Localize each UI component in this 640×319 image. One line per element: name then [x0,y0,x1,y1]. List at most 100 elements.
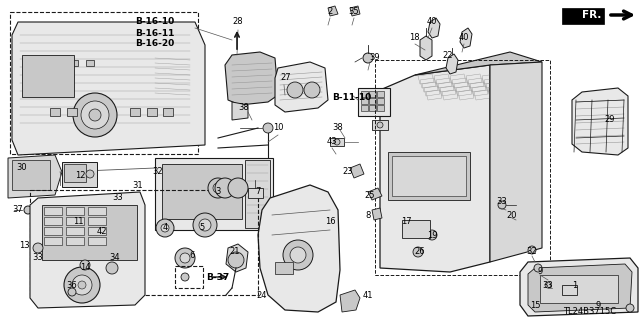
Text: 16: 16 [324,218,335,226]
Text: FR.: FR. [582,10,602,20]
Bar [372,120,388,130]
Polygon shape [380,65,490,272]
Bar [54,60,62,66]
Polygon shape [258,185,340,312]
Bar [44,227,62,235]
Circle shape [89,109,101,121]
Text: 41: 41 [363,291,373,300]
Bar [88,237,106,245]
Circle shape [363,53,373,63]
Text: 39: 39 [370,54,380,63]
Circle shape [377,122,383,128]
Polygon shape [428,18,440,38]
Polygon shape [372,208,382,220]
Text: 36: 36 [67,280,77,290]
Text: B-11-10: B-11-10 [332,93,372,102]
Text: 32: 32 [527,248,538,256]
Text: 19: 19 [427,231,437,240]
Bar [369,98,376,104]
Text: 23: 23 [342,167,353,176]
Polygon shape [225,52,278,105]
Polygon shape [460,28,472,48]
Circle shape [334,139,340,145]
Bar [38,60,46,66]
Bar [50,108,60,116]
Circle shape [161,224,169,232]
Polygon shape [368,188,382,200]
Circle shape [287,82,303,98]
Circle shape [290,247,306,263]
Circle shape [199,219,211,231]
Bar [12,160,50,190]
Bar [377,105,384,111]
Circle shape [156,219,174,237]
Bar [330,138,344,146]
Text: 4: 4 [163,224,168,233]
Text: 9: 9 [595,300,600,309]
Text: 43: 43 [326,137,337,146]
Polygon shape [232,102,248,120]
Text: 27: 27 [281,73,291,83]
Polygon shape [328,6,338,16]
Bar [130,108,140,116]
Bar [155,158,273,230]
Text: B-37: B-37 [206,273,230,283]
Circle shape [181,273,189,281]
Text: TL24B3715C: TL24B3715C [563,308,616,316]
Polygon shape [350,164,364,178]
Circle shape [73,93,117,137]
Text: 24: 24 [257,291,268,300]
Polygon shape [446,54,458,74]
Bar [30,190,258,295]
Text: 32: 32 [153,167,163,176]
Circle shape [208,178,228,198]
Bar [147,108,157,116]
Text: 20: 20 [507,211,517,219]
Text: 34: 34 [109,254,120,263]
Polygon shape [12,22,205,155]
Text: 8: 8 [365,211,371,219]
Circle shape [213,183,223,193]
Circle shape [68,288,76,296]
Circle shape [72,275,92,295]
Bar [361,98,368,104]
Text: 37: 37 [13,205,24,214]
Text: B-16-11: B-16-11 [135,28,175,38]
Text: 42: 42 [97,227,108,236]
Circle shape [263,123,273,133]
Text: 31: 31 [132,181,143,189]
Bar [369,105,376,111]
Text: 30: 30 [17,164,28,173]
Polygon shape [226,244,248,272]
Bar [163,108,173,116]
Circle shape [228,178,248,198]
Circle shape [427,230,437,240]
Circle shape [33,243,43,253]
Text: 17: 17 [401,218,412,226]
Circle shape [24,206,32,214]
Text: 40: 40 [459,33,469,42]
Circle shape [175,248,195,268]
Text: 29: 29 [605,115,615,124]
Bar [64,164,86,182]
Text: 11: 11 [73,218,83,226]
Polygon shape [30,192,145,308]
Text: 35: 35 [349,8,359,17]
Circle shape [545,282,551,288]
Bar [86,60,94,66]
Text: 12: 12 [75,170,85,180]
Bar [275,262,293,274]
Text: B-16-20: B-16-20 [136,40,175,48]
Bar [88,217,106,225]
Bar [388,152,470,200]
Text: 6: 6 [189,250,195,259]
Circle shape [80,260,90,270]
Bar [162,164,242,219]
Text: 28: 28 [233,18,243,26]
Circle shape [304,82,320,98]
Text: FR.: FR. [580,13,596,23]
Circle shape [626,304,634,312]
Text: 40: 40 [427,18,437,26]
Bar [44,217,62,225]
Text: 21: 21 [230,248,240,256]
